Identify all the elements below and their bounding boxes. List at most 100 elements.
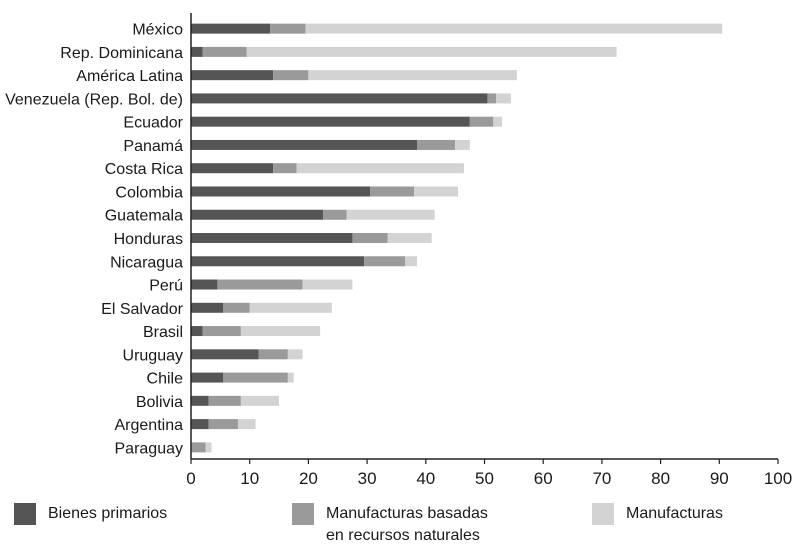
legend-swatch-bienes-primarios <box>14 503 36 525</box>
bar-brasil-series-3 <box>240 326 321 337</box>
bar-ecuador-series-2 <box>469 116 494 127</box>
bar-uruguay-series-3 <box>287 349 303 360</box>
legend-label-manufacturas-rrnn: Manufacturas basadas en recursos natural… <box>326 503 516 547</box>
category-label-peru: Perú <box>149 278 183 295</box>
bar-panama-series-3 <box>455 139 470 150</box>
bar-el-salvador-series-2 <box>223 302 250 313</box>
bars-group <box>191 23 723 453</box>
bar-nicaragua-series-1 <box>191 256 365 267</box>
bar-uruguay-series-1 <box>191 349 259 360</box>
category-label-honduras: Honduras <box>114 231 183 248</box>
bar-argentina-series-3 <box>237 419 256 430</box>
legend-item-bienes-primarios: Bienes primarios <box>14 503 238 525</box>
category-label-nicaragua: Nicaragua <box>110 254 183 271</box>
bar-costa-rica-series-1 <box>191 163 274 174</box>
bar-america-latina-series-1 <box>191 70 274 81</box>
x-tick-label-80: 80 <box>651 469 670 488</box>
bar-mexico-series-3 <box>305 23 723 34</box>
bar-guatemala-series-3 <box>346 209 435 220</box>
bar-chile-series-1 <box>191 372 224 383</box>
category-label-venezuela-rep-bol-de: Venezuela (Rep. Bol. de) <box>5 91 183 108</box>
bar-rep-dominicana-series-1 <box>191 46 203 57</box>
bar-chile-series-2 <box>223 372 288 383</box>
category-label-costa-rica: Costa Rica <box>105 161 183 178</box>
bar-ecuador-series-3 <box>493 116 503 127</box>
bar-bolivia-series-2 <box>208 395 241 406</box>
category-label-guatemala: Guatemala <box>105 208 183 225</box>
bar-brasil-series-2 <box>202 326 241 337</box>
bar-rep-dominicana-series-2 <box>202 46 247 57</box>
bar-honduras-series-2 <box>352 233 388 243</box>
legend-label-manufacturas: Manufacturas <box>626 505 723 522</box>
x-tick-label-100: 100 <box>764 469 792 488</box>
bar-guatemala-series-2 <box>323 209 347 220</box>
category-label-el-salvador: El Salvador <box>101 301 183 318</box>
legend-label-manufacturas-rrnn-line1: Manufacturas basadas <box>326 505 488 522</box>
bar-rep-dominicana-series-3 <box>246 46 617 57</box>
bar-argentina-series-2 <box>208 419 238 430</box>
category-label-brasil: Brasil <box>143 324 183 341</box>
bar-panama-series-1 <box>191 139 417 150</box>
category-label-ecuador: Ecuador <box>123 115 183 132</box>
bar-argentina-series-1 <box>191 419 209 430</box>
category-label-mexico: México <box>132 22 183 39</box>
category-label-panama: Panamá <box>123 138 183 155</box>
bar-honduras-series-1 <box>191 233 353 243</box>
bar-guatemala-series-1 <box>191 209 324 220</box>
x-tick-label-70: 70 <box>592 469 611 488</box>
bar-colombia-series-1 <box>191 186 371 197</box>
bar-nicaragua-series-2 <box>364 256 406 267</box>
bar-bolivia-series-3 <box>240 395 280 406</box>
legend: Bienes primarios Manufacturas basadas en… <box>0 503 800 552</box>
bar-bolivia-series-1 <box>191 395 209 406</box>
bar-mexico-series-2 <box>270 23 306 34</box>
legend-item-manufacturas: Manufacturas <box>592 503 800 525</box>
category-label-paraguay: Paraguay <box>115 440 184 457</box>
category-label-bolivia: Bolivia <box>136 394 183 411</box>
bar-venezuela-rep-bol-de-series-3 <box>496 93 511 104</box>
bar-ecuador-series-1 <box>191 116 470 127</box>
bar-mexico-series-1 <box>191 23 271 34</box>
bar-america-latina-series-3 <box>308 70 517 81</box>
legend-label-manufacturas-rrnn-line2: en recursos naturales <box>326 527 480 544</box>
bar-costa-rica-series-3 <box>296 163 464 174</box>
bar-costa-rica-series-2 <box>273 163 297 174</box>
category-label-chile: Chile <box>147 371 184 388</box>
x-tick-label-10: 10 <box>240 469 259 488</box>
x-tick-label-0: 0 <box>186 469 195 488</box>
bar-uruguay-series-2 <box>258 349 288 360</box>
bar-el-salvador-series-1 <box>191 302 224 313</box>
legend-item-manufacturas-rrnn: Manufacturas basadas en recursos natural… <box>292 503 516 547</box>
bar-panama-series-2 <box>416 139 456 150</box>
legend-swatch-manufacturas-rrnn <box>292 503 314 525</box>
bar-honduras-series-3 <box>387 233 432 243</box>
legend-label-bienes-primarios: Bienes primarios <box>48 505 168 522</box>
x-tick-label-50: 50 <box>475 469 494 488</box>
x-axis-ticks: 0 10 20 30 40 50 60 70 80 90 100 <box>186 459 792 488</box>
bar-brasil-series-1 <box>191 326 203 337</box>
bar-venezuela-rep-bol-de-series-1 <box>191 93 488 104</box>
bar-colombia-series-3 <box>414 186 459 197</box>
bar-nicaragua-series-3 <box>405 256 417 267</box>
x-tick-label-40: 40 <box>416 469 435 488</box>
bar-peru-series-2 <box>217 279 303 290</box>
bar-chile-series-3 <box>287 372 294 383</box>
x-tick-label-90: 90 <box>710 469 729 488</box>
bar-paraguay-series-2 <box>191 442 206 453</box>
category-label-rep-dominicana: Rep. Dominicana <box>60 45 183 62</box>
bar-venezuela-rep-bol-de-series-2 <box>487 93 497 104</box>
bar-peru-series-3 <box>302 279 353 290</box>
x-tick-label-20: 20 <box>299 469 318 488</box>
bar-peru-series-1 <box>191 279 218 290</box>
category-label-colombia: Colombia <box>115 184 183 201</box>
bar-america-latina-series-2 <box>273 70 309 81</box>
legend-swatch-manufacturas <box>592 503 614 525</box>
bar-el-salvador-series-3 <box>249 302 332 313</box>
category-label-uruguay: Uruguay <box>123 347 183 364</box>
category-label-argentina: Argentina <box>115 417 184 434</box>
bar-colombia-series-2 <box>370 186 415 197</box>
x-tick-label-60: 60 <box>534 469 553 488</box>
category-labels: México Rep. Dominicana América Latina Venez… <box>5 22 184 458</box>
bar-paraguay-series-3 <box>205 442 212 453</box>
